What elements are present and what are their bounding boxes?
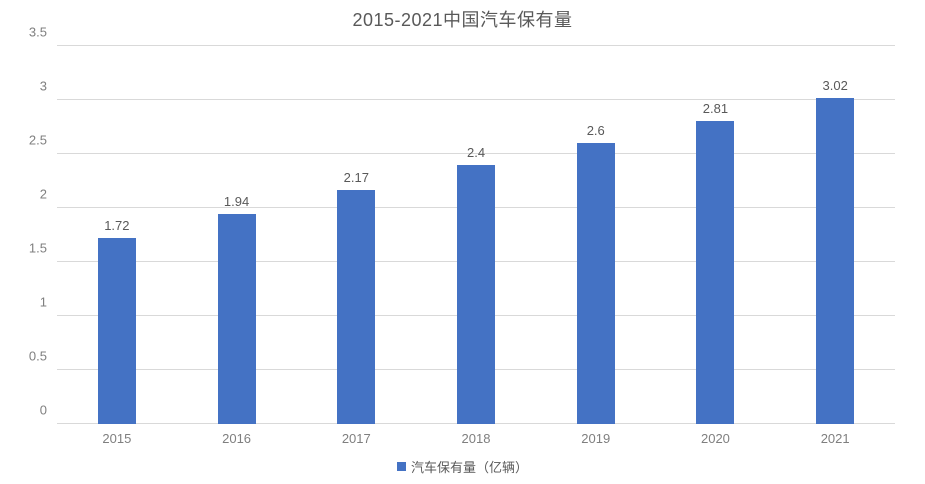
x-tick-label: 2016 xyxy=(222,431,252,446)
bar-2017 xyxy=(337,189,376,424)
data-label: 3.02 xyxy=(822,77,848,93)
bar-cell: 3.02 xyxy=(775,46,895,424)
bar-2015 xyxy=(97,238,136,424)
y-tick-label: 3 xyxy=(39,78,47,93)
y-tick-label: 1.5 xyxy=(28,240,47,255)
bar-cell: 2.17 xyxy=(296,46,416,424)
bar-cell: 1.94 xyxy=(177,46,297,424)
y-tick-label: 2 xyxy=(39,186,47,202)
bar-cell: 2.81 xyxy=(656,46,776,424)
bar-2018 xyxy=(457,164,496,424)
bar-2016 xyxy=(217,214,256,424)
data-label: 1.94 xyxy=(223,194,250,210)
x-axis: 2015 2016 2017 2018 2019 2020 2021 xyxy=(57,431,895,446)
data-label: 2.6 xyxy=(586,123,605,139)
bar-cell: 2.6 xyxy=(536,46,656,424)
data-label: 1.72 xyxy=(104,218,130,234)
data-label: 2.17 xyxy=(343,169,369,185)
bar-series: 1.72 1.94 2.17 2.4 2.6 2.81 3.02 xyxy=(57,46,895,424)
x-tick-label: 2021 xyxy=(820,431,850,446)
gridline xyxy=(57,99,895,100)
legend: 汽车保有量（亿辆） xyxy=(0,457,925,476)
bar-2021 xyxy=(816,97,855,424)
x-tick-label: 2019 xyxy=(581,431,611,446)
data-label: 2.81 xyxy=(702,100,729,116)
x-tick-label: 2015 xyxy=(102,431,132,446)
gridline xyxy=(57,153,895,154)
chart-title: 2015-2021中国汽车保有量 xyxy=(352,10,573,30)
x-tick-label: 2020 xyxy=(700,431,730,446)
legend-label: 汽车保有量（亿辆） xyxy=(410,460,528,475)
y-tick-label: 0.5 xyxy=(28,348,47,364)
bar-cell: 1.72 xyxy=(57,46,177,424)
gridline xyxy=(57,45,895,46)
x-tick-label: 2017 xyxy=(341,431,371,446)
y-tick-label: 1 xyxy=(39,294,47,310)
bar-cell: 2.4 xyxy=(416,46,536,424)
data-label: 2.4 xyxy=(466,144,486,160)
legend-swatch-icon xyxy=(396,462,406,471)
y-tick-label: 0 xyxy=(39,402,47,417)
x-tick-label: 2018 xyxy=(461,431,491,446)
bar-2020 xyxy=(696,120,735,424)
y-tick-label: 2.5 xyxy=(28,132,47,147)
y-tick-label: 3.5 xyxy=(28,24,47,39)
plot-area: 0 0.5 1 1.5 2 2.5 3 3.5 1.72 1.94 2.17 2.4 2.6 2.81 3.… xyxy=(29,24,895,424)
bar-2019 xyxy=(576,143,615,424)
